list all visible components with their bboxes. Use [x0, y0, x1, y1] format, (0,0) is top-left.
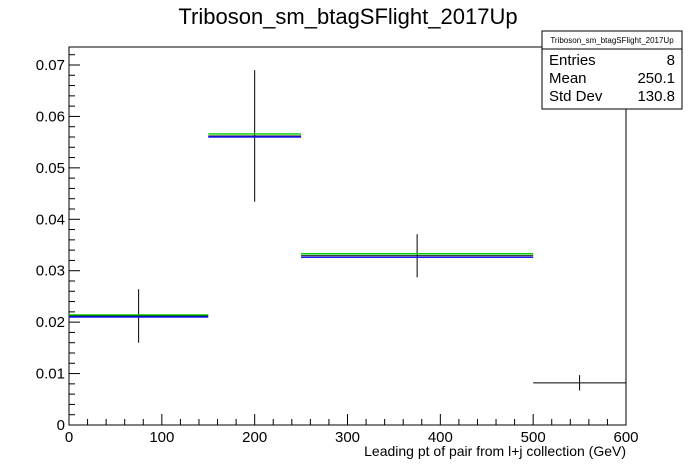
stats-value: 8	[667, 52, 675, 69]
data-series	[69, 70, 626, 391]
stats-value: 250.1	[637, 70, 675, 87]
series	[69, 133, 534, 316]
stats-rows: Entries 8 Mean 250.1 Std Dev 130.8	[549, 52, 675, 105]
y-tick-label: 0.03	[36, 263, 65, 280]
y-tick-label: 0.02	[36, 314, 65, 331]
y-axis-ticks	[69, 54, 80, 426]
x-tick-label: 500	[521, 429, 546, 446]
x-tick-label: 300	[335, 429, 360, 446]
stats-box-title: Triboson_sm_btagSFlight_2017Up	[550, 36, 674, 45]
series	[69, 70, 626, 391]
x-tick-label: 400	[428, 429, 453, 446]
series	[69, 136, 534, 318]
x-tick-label: 200	[242, 429, 267, 446]
stats-label: Mean	[549, 70, 587, 87]
y-tick-label: 0.06	[36, 108, 65, 125]
y-axis-tick-labels: 0 0.01 0.02 0.03 0.04 0.05 0.06 0.07	[36, 57, 65, 434]
x-tick-label: 100	[149, 429, 174, 446]
x-tick-label: 0	[65, 429, 73, 446]
stats-box-frame	[541, 30, 683, 110]
y-tick-label: 0	[57, 417, 65, 434]
stats-value: 130.8	[637, 88, 675, 105]
x-axis-tick-labels: 0 100 200 300 400 500 600	[65, 429, 639, 446]
y-tick-label: 0.01	[36, 366, 65, 383]
chart-title: Triboson_sm_btagSFlight_2017Up	[178, 4, 517, 29]
y-tick-label: 0.07	[36, 57, 65, 74]
x-axis-ticks	[68, 414, 627, 425]
stats-label: Entries	[549, 52, 596, 69]
stats-label: Std Dev	[549, 88, 603, 105]
x-axis-label: Leading pt of pair from l+j collection (…	[364, 443, 626, 459]
x-tick-label: 600	[613, 429, 638, 446]
y-tick-label: 0.05	[36, 160, 65, 177]
stats-box: Triboson_sm_btagSFlight_2017Up Entries 8 M…	[541, 30, 683, 110]
y-tick-label: 0.04	[36, 211, 65, 228]
